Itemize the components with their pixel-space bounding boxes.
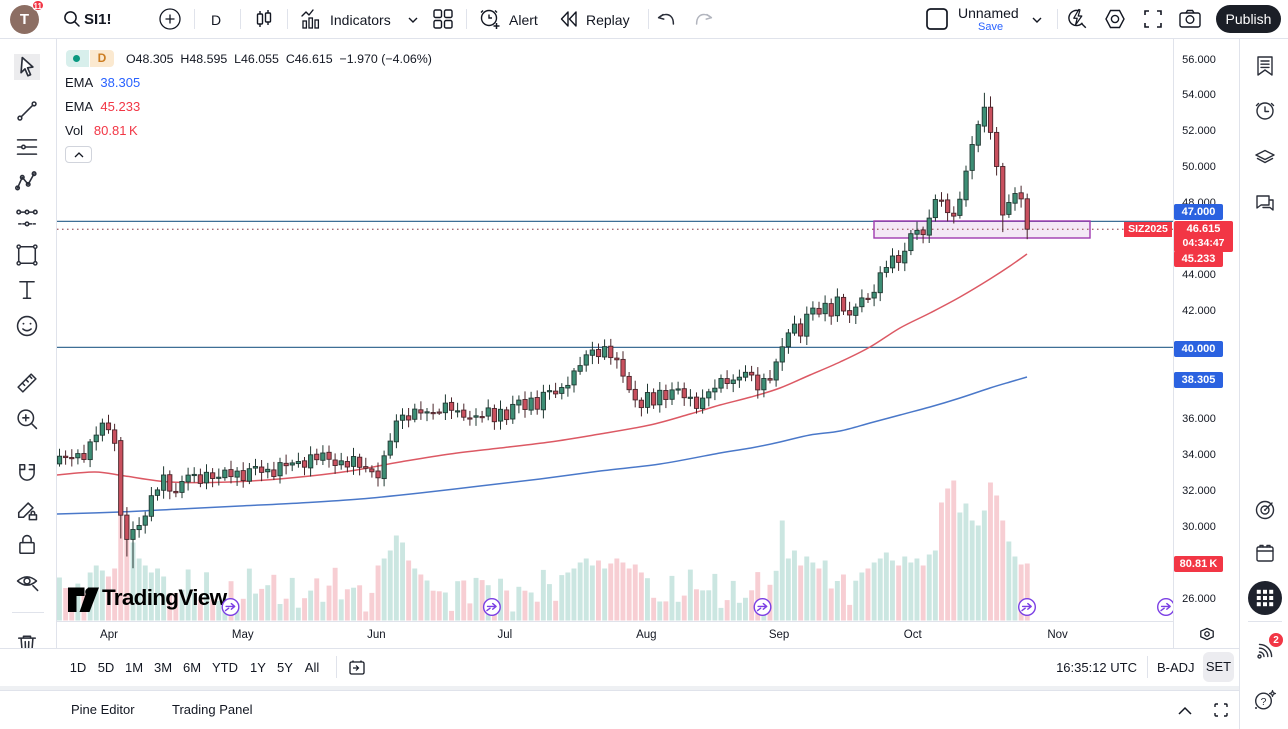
svg-text:May: May bbox=[232, 629, 254, 641]
svg-text:Oct: Oct bbox=[904, 629, 923, 641]
svg-text:Jun: Jun bbox=[367, 629, 386, 641]
svg-text:Sep: Sep bbox=[769, 629, 789, 641]
svg-text:Aug: Aug bbox=[636, 629, 656, 641]
svg-text:TradingView: TradingView bbox=[102, 585, 228, 610]
svg-text:Jul: Jul bbox=[497, 629, 512, 641]
svg-text:Nov: Nov bbox=[1047, 629, 1068, 641]
svg-text:Apr: Apr bbox=[100, 629, 118, 641]
svg-text:?: ? bbox=[1261, 696, 1267, 708]
